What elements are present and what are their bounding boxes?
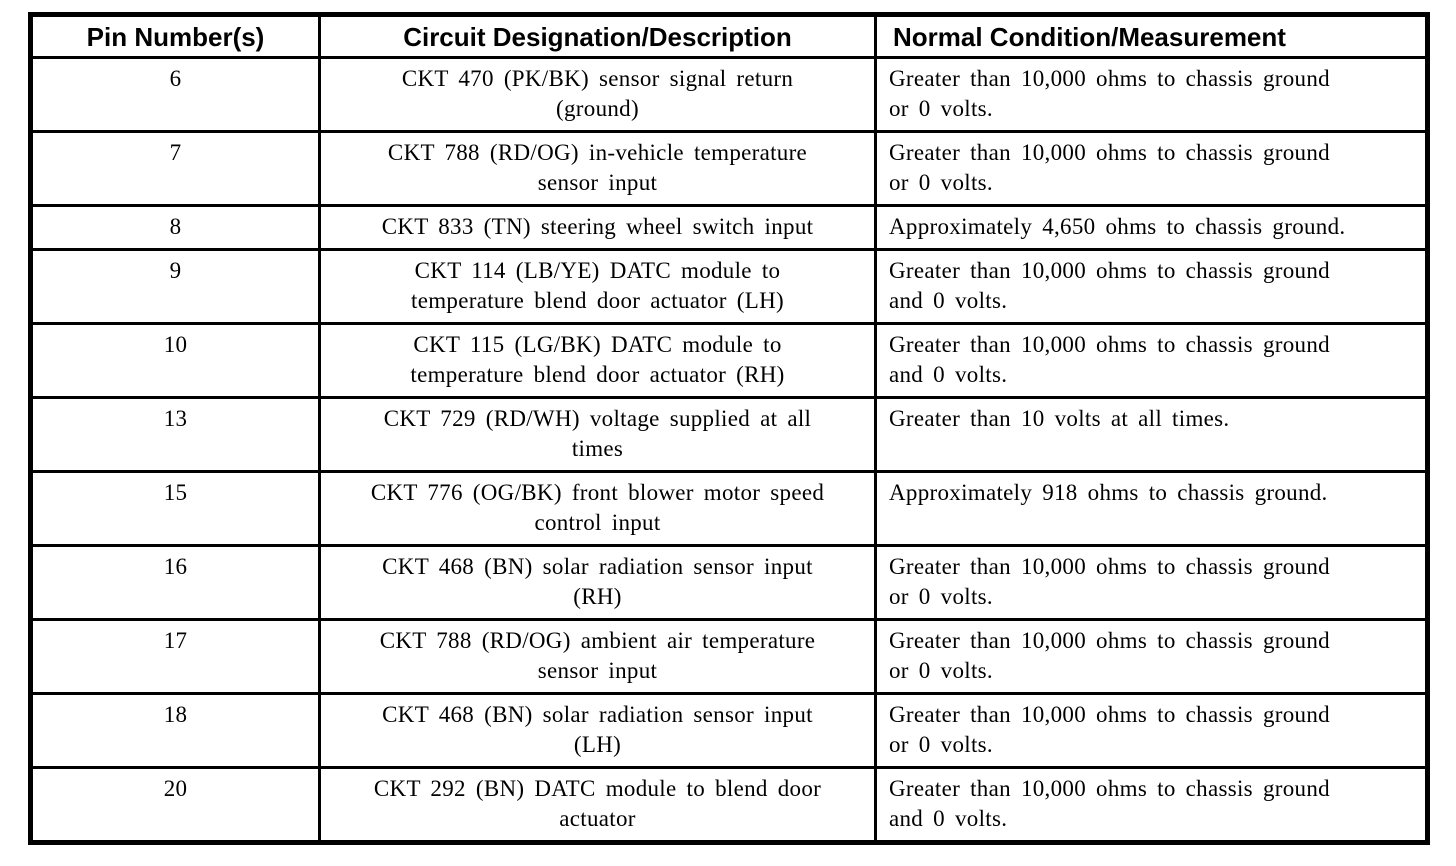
circuit-description-cell: CKT 470 (PK/BK) sensor signal return (gr… bbox=[318, 56, 877, 133]
table-row: 17 CKT 788 (RD/OG) ambient air temperatu… bbox=[29, 618, 1429, 695]
circuit-description-cell: CKT 788 (RD/OG) ambient air temperature … bbox=[318, 618, 877, 695]
condition-measurement-cell: Greater than 10,000 ohms to chassis grou… bbox=[874, 544, 1429, 621]
pin-number-cell: 13 bbox=[29, 396, 321, 473]
circuit-description-cell: CKT 292 (BN) DATC module to blend door a… bbox=[318, 766, 877, 844]
table-row: 13 CKT 729 (RD/WH) voltage supplied at a… bbox=[29, 396, 1429, 473]
header-normal-condition: Normal Condition/Measurement bbox=[874, 13, 1429, 59]
table-row: 8 CKT 833 (TN) steering wheel switch inp… bbox=[29, 204, 1429, 251]
condition-measurement-cell: Greater than 10,000 ohms to chassis grou… bbox=[874, 248, 1429, 325]
pin-number-cell: 15 bbox=[29, 470, 321, 547]
table-row: 15 CKT 776 (OG/BK) front blower motor sp… bbox=[29, 470, 1429, 547]
pin-number-cell: 16 bbox=[29, 544, 321, 621]
pin-number-cell: 10 bbox=[29, 322, 321, 399]
table-row: 20 CKT 292 (BN) DATC module to blend doo… bbox=[29, 766, 1429, 844]
pin-number-cell: 6 bbox=[29, 56, 321, 133]
header-pin-numbers: Pin Number(s) bbox=[29, 13, 321, 59]
condition-measurement-cell: Greater than 10,000 ohms to chassis grou… bbox=[874, 322, 1429, 399]
pin-number-cell: 20 bbox=[29, 766, 321, 844]
pin-number-cell: 9 bbox=[29, 248, 321, 325]
condition-measurement-cell: Greater than 10,000 ohms to chassis grou… bbox=[874, 692, 1429, 769]
header-circuit-designation: Circuit Designation/Description bbox=[318, 13, 877, 59]
circuit-description-cell: CKT 468 (BN) solar radiation sensor inpu… bbox=[318, 544, 877, 621]
condition-measurement-cell: Greater than 10,000 ohms to chassis grou… bbox=[874, 618, 1429, 695]
pin-number-cell: 8 bbox=[29, 204, 321, 251]
condition-measurement-cell: Approximately 4,650 ohms to chassis grou… bbox=[874, 204, 1429, 251]
circuit-description-cell: CKT 776 (OG/BK) front blower motor speed… bbox=[318, 470, 877, 547]
table-row: 10 CKT 115 (LG/BK) DATC module to temper… bbox=[29, 322, 1429, 399]
condition-measurement-cell: Greater than 10 volts at all times. bbox=[874, 396, 1429, 473]
circuit-description-cell: CKT 115 (LG/BK) DATC module to temperatu… bbox=[318, 322, 877, 399]
table-row: 6 CKT 470 (PK/BK) sensor signal return (… bbox=[29, 56, 1429, 133]
condition-measurement-cell: Greater than 10,000 ohms to chassis grou… bbox=[874, 130, 1429, 207]
pin-connector-table: Pin Number(s) Circuit Designation/Descri… bbox=[28, 12, 1430, 845]
circuit-description-cell: CKT 468 (BN) solar radiation sensor inpu… bbox=[318, 692, 877, 769]
circuit-description-cell: CKT 729 (RD/WH) voltage supplied at all … bbox=[318, 396, 877, 473]
table-row: 18 CKT 468 (BN) solar radiation sensor i… bbox=[29, 692, 1429, 769]
table-row: 16 CKT 468 (BN) solar radiation sensor i… bbox=[29, 544, 1429, 621]
circuit-description-cell: CKT 833 (TN) steering wheel switch input bbox=[318, 204, 877, 251]
table-row: 9 CKT 114 (LB/YE) DATC module to tempera… bbox=[29, 248, 1429, 325]
pin-number-cell: 18 bbox=[29, 692, 321, 769]
table-header-row: Pin Number(s) Circuit Designation/Descri… bbox=[29, 13, 1429, 59]
circuit-description-cell: CKT 788 (RD/OG) in-vehicle temperature s… bbox=[318, 130, 877, 207]
pin-number-cell: 7 bbox=[29, 130, 321, 207]
condition-measurement-cell: Greater than 10,000 ohms to chassis grou… bbox=[874, 766, 1429, 844]
pin-number-cell: 17 bbox=[29, 618, 321, 695]
condition-measurement-cell: Approximately 918 ohms to chassis ground… bbox=[874, 470, 1429, 547]
condition-measurement-cell: Greater than 10,000 ohms to chassis grou… bbox=[874, 56, 1429, 133]
circuit-description-cell: CKT 114 (LB/YE) DATC module to temperatu… bbox=[318, 248, 877, 325]
table-row: 7 CKT 788 (RD/OG) in-vehicle temperature… bbox=[29, 130, 1429, 207]
